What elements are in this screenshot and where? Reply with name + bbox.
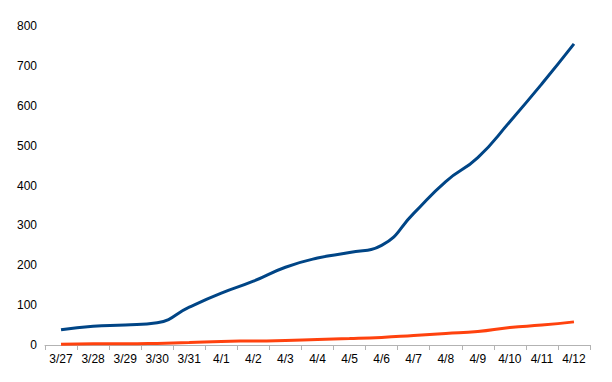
svg-text:300: 300 bbox=[17, 218, 37, 232]
svg-text:400: 400 bbox=[17, 179, 37, 193]
svg-text:3/27: 3/27 bbox=[49, 352, 73, 366]
svg-text:4/12: 4/12 bbox=[562, 352, 586, 366]
svg-text:4/2: 4/2 bbox=[245, 352, 262, 366]
svg-text:3/28: 3/28 bbox=[81, 352, 105, 366]
svg-text:4/9: 4/9 bbox=[469, 352, 486, 366]
svg-text:4/7: 4/7 bbox=[405, 352, 422, 366]
svg-text:100: 100 bbox=[17, 298, 37, 312]
svg-text:800: 800 bbox=[17, 19, 37, 33]
svg-text:4/5: 4/5 bbox=[341, 352, 358, 366]
svg-text:4/1: 4/1 bbox=[213, 352, 230, 366]
svg-text:4/8: 4/8 bbox=[437, 352, 454, 366]
svg-text:700: 700 bbox=[17, 59, 37, 73]
svg-text:4/11: 4/11 bbox=[531, 352, 554, 366]
svg-text:4/4: 4/4 bbox=[309, 352, 326, 366]
svg-text:200: 200 bbox=[17, 258, 37, 272]
svg-text:0: 0 bbox=[30, 338, 37, 352]
svg-text:3/30: 3/30 bbox=[146, 352, 170, 366]
svg-text:4/10: 4/10 bbox=[498, 352, 522, 366]
svg-text:600: 600 bbox=[17, 99, 37, 113]
svg-text:4/3: 4/3 bbox=[277, 352, 294, 366]
svg-text:3/31: 3/31 bbox=[178, 352, 202, 366]
svg-text:500: 500 bbox=[17, 139, 37, 153]
svg-text:3/29: 3/29 bbox=[113, 352, 137, 366]
svg-text:4/6: 4/6 bbox=[373, 352, 390, 366]
